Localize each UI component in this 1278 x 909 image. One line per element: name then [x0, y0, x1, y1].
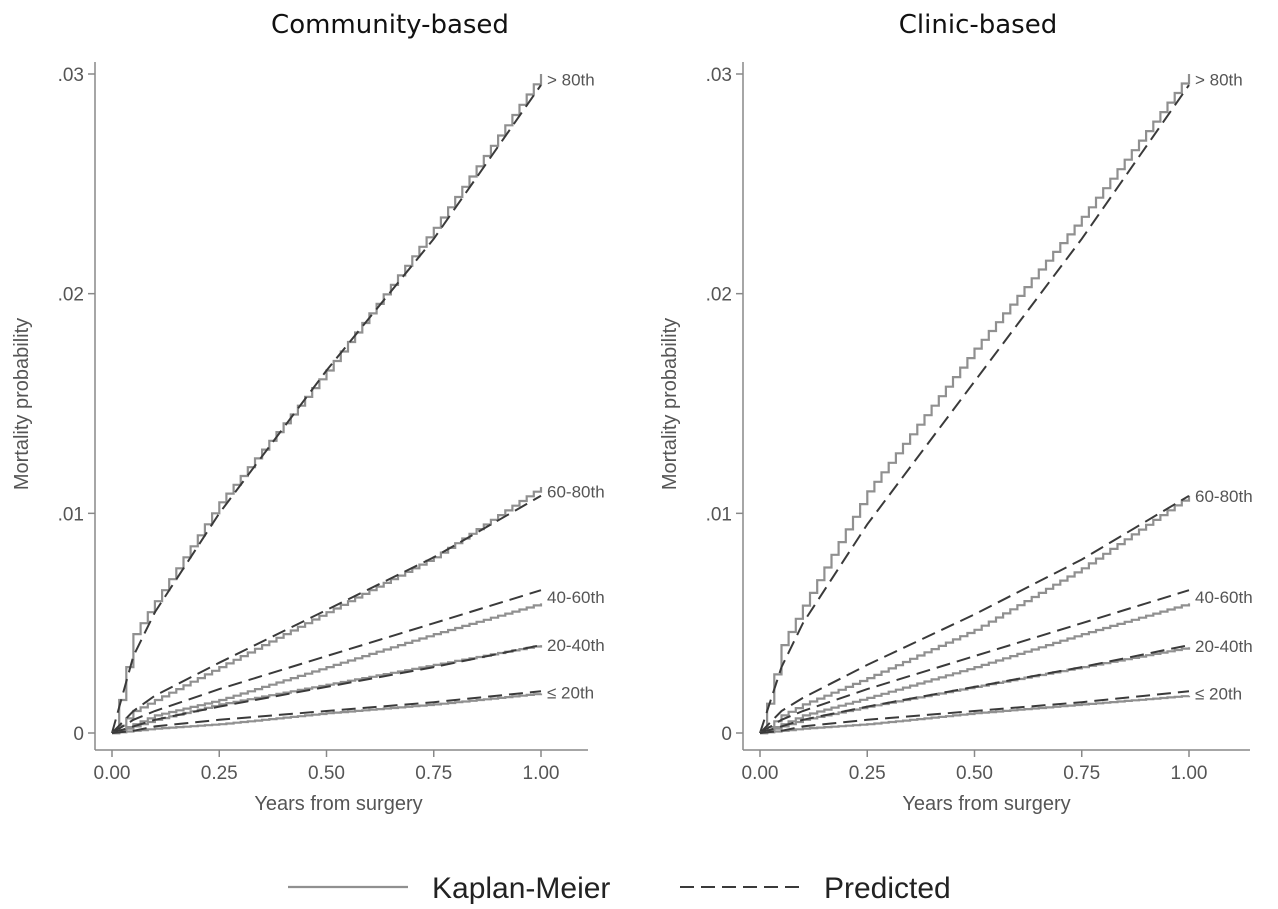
- x-tick-label: 0.00: [742, 763, 779, 784]
- series-label-40-60th: 40-60th: [1195, 588, 1253, 607]
- y-tick-label: 0: [721, 724, 732, 745]
- series-gt-80th-kaplan-meier-line: [112, 74, 543, 735]
- panel-community: Community-based 0 .01 .02 .03 0.00 0.25 0.50 0.…: [11, 10, 605, 815]
- plot-area-clinic: 0 .01 .02 .03 0.00 0.25 0.50 0.75 1.00 Years from…: [659, 62, 1253, 815]
- x-tick-label: 1.00: [1171, 763, 1208, 784]
- series-label-20-40th: 20-40th: [547, 636, 605, 655]
- legend-predicted-label: Predicted: [824, 872, 951, 905]
- y-axis-label: Mortality probability: [11, 318, 33, 490]
- x-tick-label: 0.25: [201, 763, 238, 784]
- y-tick-label: .02: [58, 285, 84, 306]
- series-20-40th-predicted-line: [111, 644, 542, 734]
- series-le-20th-kaplan-meier-line: [112, 693, 543, 735]
- y-tick-label: .01: [706, 504, 732, 525]
- series-20-40th-predicted-line: [759, 644, 1190, 734]
- series-40-60th-predicted-line: [759, 589, 1190, 734]
- y-tick-label: .03: [58, 65, 84, 86]
- series-gt-80th-predicted-line: [111, 84, 542, 734]
- y-axis-label: Mortality probability: [659, 318, 681, 490]
- series-label-gt-80th: > 80th: [1195, 70, 1243, 89]
- x-axis-label: Years from surgery: [902, 793, 1070, 815]
- series-60-80th-kaplan-meier-line: [112, 487, 543, 735]
- series-60-80th-kaplan-meier-line: [760, 495, 1191, 735]
- series-le-20th-predicted-line: [111, 690, 542, 734]
- series-gt-80th-kaplan-meier-line: [760, 74, 1191, 735]
- series-label-gt-80th: > 80th: [547, 70, 595, 89]
- series-60-80th-predicted-line: [759, 494, 1190, 734]
- x-tick-label: 0.25: [849, 763, 886, 784]
- x-tick-label: 0.50: [956, 763, 993, 784]
- series-label-60-80th: 60-80th: [1195, 487, 1253, 506]
- panel-clinic: Clinic-based 0 .01 .02 .03 0.00 0.25 0.50 0.75 1…: [659, 10, 1253, 815]
- x-tick-label: 1.00: [523, 763, 560, 784]
- series-le-20th-kaplan-meier-line: [760, 695, 1191, 735]
- y-tick-label: .03: [706, 65, 732, 86]
- y-tick-label: .01: [58, 504, 84, 525]
- series-label-le-20th: ≤ 20th: [547, 683, 594, 702]
- series-label-20-40th: 20-40th: [1195, 637, 1253, 656]
- series-40-60th-predicted-line: [111, 589, 542, 734]
- panel-title-clinic: Clinic-based: [899, 10, 1057, 40]
- series-label-60-80th: 60-80th: [547, 482, 605, 501]
- x-tick-label: 0.50: [308, 763, 345, 784]
- panel-title-community: Community-based: [271, 10, 509, 40]
- legend: Kaplan-Meier Predicted: [288, 872, 951, 905]
- series-gt-80th-predicted-line: [759, 84, 1190, 734]
- series-40-60th-kaplan-meier-line: [112, 603, 543, 735]
- x-tick-label: 0.00: [94, 763, 131, 784]
- series-60-80th-predicted-line: [111, 494, 542, 734]
- series-label-40-60th: 40-60th: [547, 588, 605, 607]
- y-tick-label: .02: [706, 285, 732, 306]
- series-20-40th-kaplan-meier-line: [760, 647, 1191, 735]
- x-tick-label: 0.75: [415, 763, 452, 784]
- series-label-le-20th: ≤ 20th: [1195, 684, 1242, 703]
- legend-km-label: Kaplan-Meier: [432, 872, 610, 905]
- plot-area-community: 0 .01 .02 .03 0.00 0.25 0.50 0.75 1.00 Years from…: [11, 62, 605, 815]
- series-40-60th-kaplan-meier-line: [760, 603, 1191, 735]
- series-le-20th-predicted-line: [759, 690, 1190, 734]
- x-axis-label: Years from surgery: [254, 793, 422, 815]
- y-tick-label: 0: [73, 724, 84, 745]
- x-tick-label: 0.75: [1063, 763, 1100, 784]
